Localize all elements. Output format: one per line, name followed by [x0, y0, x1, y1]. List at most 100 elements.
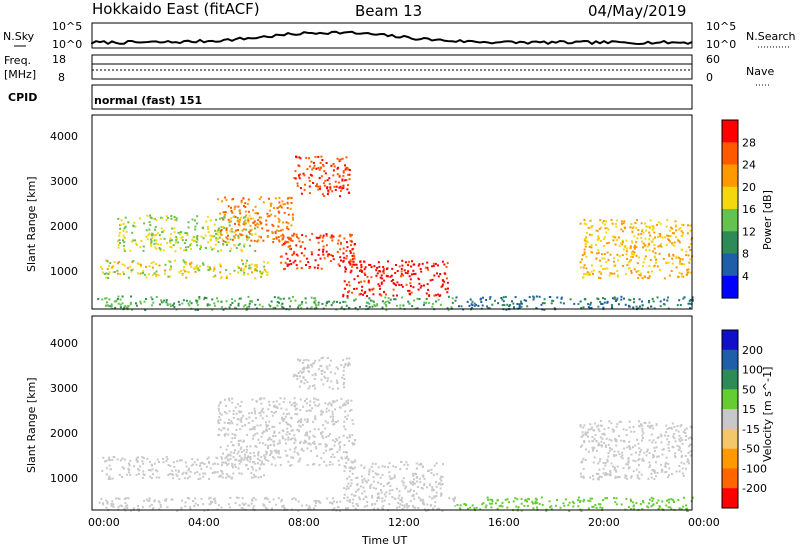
- range-gate-cell: [364, 290, 367, 293]
- range-gate-cell: [371, 299, 374, 302]
- range-gate-cell: [119, 298, 122, 301]
- range-gate-cell: [391, 489, 394, 492]
- range-gate-cell: [287, 222, 290, 225]
- range-gate-cell: [641, 430, 644, 433]
- range-gate-cell: [185, 276, 188, 279]
- range-gate-cell: [299, 173, 302, 176]
- range-gate-cell: [207, 265, 209, 268]
- range-gate-cell: [120, 505, 123, 508]
- range-gate-cell: [237, 220, 240, 223]
- range-gate-cell: [688, 445, 691, 448]
- range-gate-cell: [683, 263, 686, 266]
- range-gate-cell: [431, 486, 434, 489]
- range-gate-cell: [260, 402, 263, 405]
- range-gate-cell: [244, 424, 246, 427]
- range-gate-cell: [340, 259, 342, 262]
- range-gate-cell: [122, 223, 125, 225]
- range-gate-cell: [225, 198, 228, 201]
- range-gate-cell: [252, 468, 254, 471]
- range-gate-cell: [281, 237, 284, 240]
- range-gate-cell: [600, 302, 603, 305]
- range-gate-cell: [137, 272, 140, 275]
- range-gate-cell: [300, 418, 303, 421]
- range-gate-cell: [195, 463, 198, 466]
- range-gate-cell: [395, 284, 397, 287]
- range-gate-cell: [276, 301, 279, 303]
- range-gate-cell: [387, 466, 390, 469]
- range-gate-cell: [610, 439, 613, 442]
- range-gate-cell: [300, 307, 303, 310]
- range-gate-cell: [344, 270, 347, 273]
- range-gate-cell: [262, 271, 265, 274]
- range-gate-cell: [481, 503, 484, 506]
- range-gate-cell: [150, 238, 152, 241]
- range-gate-cell: [389, 298, 392, 301]
- range-gate-cell: [336, 399, 339, 402]
- range-gate-cell: [678, 299, 681, 302]
- range-gate-cell: [286, 241, 289, 244]
- range-gate-cell: [186, 497, 189, 499]
- range-gate-cell: [270, 410, 273, 413]
- date-title: 04/May/2019: [588, 2, 686, 20]
- range-gate-cell: [598, 227, 601, 230]
- range-gate-cell: [272, 241, 275, 243]
- range-gate-cell: [196, 236, 199, 239]
- range-gate-cell: [308, 192, 311, 195]
- range-gate-cell: [294, 498, 297, 501]
- range-gate-cell: [643, 451, 646, 454]
- range-gate-cell: [123, 458, 126, 461]
- range-gate-cell: [336, 300, 338, 303]
- range-gate-cell: [170, 498, 173, 501]
- range-gate-cell: [283, 418, 286, 420]
- range-gate-cell: [296, 267, 299, 270]
- range-gate-cell: [496, 499, 499, 502]
- range-gate-cell: [671, 422, 674, 425]
- range-gate-cell: [423, 284, 425, 287]
- range-gate-cell: [155, 275, 158, 278]
- range-gate-cell: [666, 499, 668, 502]
- range-gate-cell: [209, 238, 212, 241]
- range-gate-cell: [687, 459, 690, 462]
- range-gate-cell: [235, 458, 238, 461]
- range-gate-cell: [363, 272, 366, 275]
- range-gate-cell: [689, 271, 692, 274]
- range-gate-cell: [181, 239, 184, 242]
- range-gate-cell: [580, 435, 583, 438]
- range-gate-cell: [123, 264, 126, 267]
- range-gate-cell: [265, 424, 268, 427]
- range-gate-cell: [272, 498, 275, 501]
- range-gate-cell: [351, 419, 354, 422]
- range-gate-cell: [348, 284, 351, 287]
- range-gate-cell: [175, 219, 178, 222]
- range-gate-cell: [128, 265, 131, 268]
- range-gate-cell: [603, 245, 606, 247]
- range-gate-cell: [665, 456, 668, 459]
- range-gate-cell: [150, 240, 153, 243]
- range-gate-cell: [254, 462, 257, 465]
- range-gate-cell: [248, 412, 251, 415]
- range-gate-cell: [342, 185, 345, 188]
- power-colorbar-swatch: [722, 253, 738, 277]
- range-gate-cell: [591, 264, 593, 267]
- range-gate-cell: [627, 458, 630, 460]
- range-gate-cell: [304, 441, 307, 444]
- range-gate-cell: [356, 484, 359, 486]
- range-gate-cell: [163, 299, 166, 302]
- range-gate-cell: [193, 268, 196, 271]
- range-gate-cell: [469, 506, 472, 509]
- range-gate-cell: [606, 242, 609, 245]
- range-gate-cell: [202, 262, 205, 265]
- range-gate-cell: [680, 272, 683, 275]
- range-gate-cell: [154, 226, 157, 229]
- range-gate-cell: [623, 246, 626, 248]
- range-gate-cell: [115, 299, 118, 302]
- range-gate-cell: [589, 497, 592, 500]
- range-gate-cell: [337, 239, 340, 242]
- range-gate-cell: [331, 387, 334, 390]
- range-gate-cell: [363, 467, 366, 469]
- range-gate-cell: [132, 507, 135, 510]
- range-gate-cell: [320, 413, 323, 416]
- range-gate-cell: [149, 214, 152, 217]
- range-gate-cell: [248, 305, 251, 308]
- range-gate-cell: [596, 229, 599, 232]
